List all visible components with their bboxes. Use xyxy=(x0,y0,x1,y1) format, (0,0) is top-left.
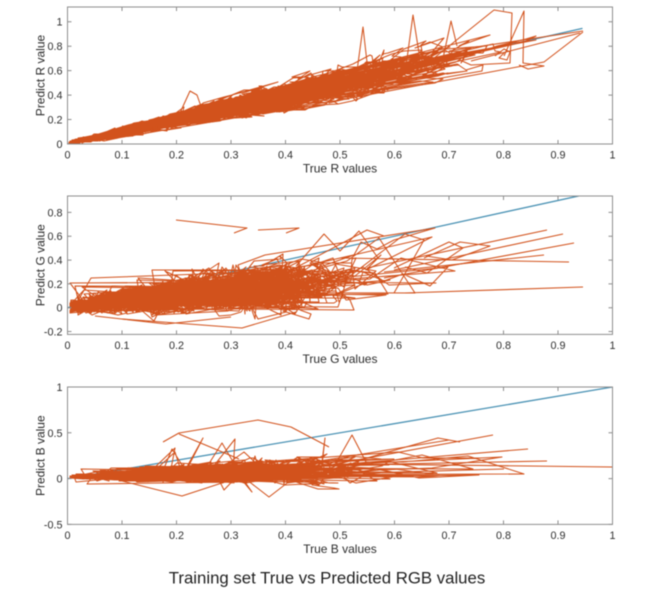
svg-text:0.8: 0.8 xyxy=(47,41,62,53)
svg-text:True B values: True B values xyxy=(303,542,377,556)
svg-text:1: 1 xyxy=(56,17,62,29)
svg-text:0.4: 0.4 xyxy=(47,90,62,102)
svg-text:0.4: 0.4 xyxy=(278,150,293,162)
svg-text:0.3: 0.3 xyxy=(223,150,238,162)
svg-text:0: 0 xyxy=(56,474,62,486)
svg-text:0.4: 0.4 xyxy=(278,530,293,542)
svg-text:0.2: 0.2 xyxy=(47,115,62,127)
svg-text:Predict G value: Predict G value xyxy=(34,224,48,306)
svg-text:0.8: 0.8 xyxy=(496,340,511,352)
svg-text:-0.2: -0.2 xyxy=(44,327,63,339)
svg-text:0.5: 0.5 xyxy=(332,340,347,352)
svg-text:0.6: 0.6 xyxy=(47,66,62,78)
svg-text:0.4: 0.4 xyxy=(47,255,62,267)
svg-text:0.2: 0.2 xyxy=(47,279,62,291)
svg-text:0.9: 0.9 xyxy=(550,530,565,542)
svg-text:0.5: 0.5 xyxy=(332,530,347,542)
svg-text:0.2: 0.2 xyxy=(169,150,184,162)
svg-text:0: 0 xyxy=(64,150,70,162)
svg-text:0.8: 0.8 xyxy=(496,150,511,162)
svg-text:0.1: 0.1 xyxy=(114,530,129,542)
svg-text:0.9: 0.9 xyxy=(550,150,565,162)
svg-text:0.2: 0.2 xyxy=(169,530,184,542)
svg-text:True R values: True R values xyxy=(303,162,377,176)
svg-text:0.7: 0.7 xyxy=(441,150,456,162)
svg-text:0.3: 0.3 xyxy=(223,340,238,352)
svg-text:0: 0 xyxy=(64,530,70,542)
svg-text:1: 1 xyxy=(609,530,615,542)
svg-text:0.6: 0.6 xyxy=(47,231,62,243)
svg-text:0.6: 0.6 xyxy=(387,530,402,542)
svg-text:0.8: 0.8 xyxy=(47,207,62,219)
svg-text:0: 0 xyxy=(56,139,62,151)
svg-text:0.3: 0.3 xyxy=(223,530,238,542)
svg-text:True G values: True G values xyxy=(303,352,378,366)
svg-text:1: 1 xyxy=(609,340,615,352)
svg-text:0.8: 0.8 xyxy=(496,530,511,542)
svg-text:0.7: 0.7 xyxy=(441,530,456,542)
svg-text:0.6: 0.6 xyxy=(387,340,402,352)
svg-text:1: 1 xyxy=(609,150,615,162)
svg-text:0.1: 0.1 xyxy=(114,150,129,162)
svg-text:0: 0 xyxy=(64,340,70,352)
svg-text:0.2: 0.2 xyxy=(169,340,184,352)
svg-text:Predict R value: Predict R value xyxy=(34,34,48,116)
svg-text:0.6: 0.6 xyxy=(387,150,402,162)
svg-text:0: 0 xyxy=(56,303,62,315)
svg-text:0.4: 0.4 xyxy=(278,340,293,352)
svg-text:1: 1 xyxy=(56,382,62,394)
svg-text:0.7: 0.7 xyxy=(441,340,456,352)
svg-text:-0.5: -0.5 xyxy=(44,519,63,531)
svg-text:Predict B value: Predict B value xyxy=(34,415,48,496)
svg-text:0.1: 0.1 xyxy=(114,340,129,352)
svg-text:0.5: 0.5 xyxy=(332,150,347,162)
svg-text:0.5: 0.5 xyxy=(47,428,62,440)
svg-text:Training set True vs Predicted: Training set True vs Predicted RGB value… xyxy=(169,569,486,588)
svg-text:0.9: 0.9 xyxy=(550,340,565,352)
